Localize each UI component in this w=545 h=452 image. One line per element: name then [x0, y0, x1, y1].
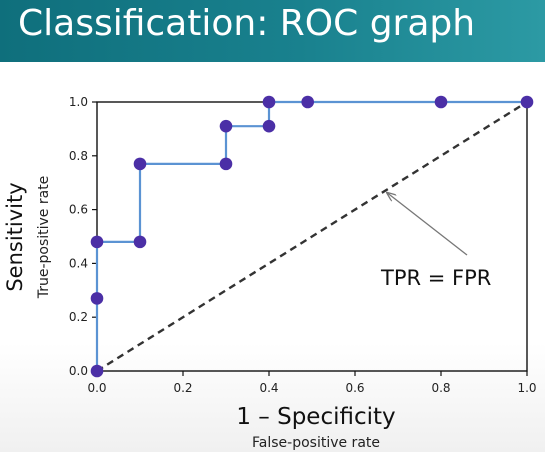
x-tick-label: 0.2	[173, 381, 192, 395]
x-tick-label: 0.0	[87, 381, 106, 395]
y-axis-label: Sensitivity	[3, 182, 27, 291]
roc-point	[262, 119, 276, 133]
x-tick-label: 0.8	[431, 381, 450, 395]
roc-point	[434, 95, 448, 109]
y-tick-label: 0.4	[69, 256, 88, 270]
y-tick-label: 0.6	[69, 203, 88, 217]
diagonal-reference-line	[96, 100, 528, 373]
roc-point	[90, 235, 104, 249]
roc-points	[90, 95, 534, 378]
roc-point	[262, 95, 276, 109]
x-axis: 0.0 0.2 0.4 0.6 0.8 1.0	[87, 371, 537, 395]
slide-title: Classification: ROC graph	[18, 3, 476, 44]
roc-point	[219, 119, 233, 133]
roc-point	[90, 292, 104, 305]
y-axis: 0.0 0.2 0.4 0.6 0.8 1.0	[69, 95, 97, 378]
y-tick-label: 0.2	[69, 310, 88, 324]
annotation-arrow	[387, 193, 468, 256]
y-tick-label: 0.8	[69, 149, 88, 163]
y-tick-label: 0.0	[69, 364, 88, 378]
roc-point	[90, 364, 104, 378]
x-axis-label: 1 – Specificity	[236, 404, 395, 430]
x-tick-label: 0.6	[345, 381, 364, 395]
roc-point	[133, 157, 147, 171]
roc-point	[520, 95, 534, 109]
roc-curve-line	[95, 100, 527, 371]
title-bar: Classification: ROC graph	[0, 0, 545, 62]
y-axis-sublabel: True-positive rate	[36, 176, 52, 300]
y-tick-label: 1.0	[69, 95, 88, 109]
x-tick-label: 1.0	[517, 381, 536, 395]
roc-point	[133, 235, 147, 249]
roc-point	[301, 95, 315, 109]
x-tick-label: 0.4	[259, 381, 278, 395]
annotation-tpr-fpr: TPR = FPR	[380, 266, 491, 290]
roc-point	[219, 157, 233, 171]
x-axis-sublabel: False-positive rate	[252, 435, 380, 451]
